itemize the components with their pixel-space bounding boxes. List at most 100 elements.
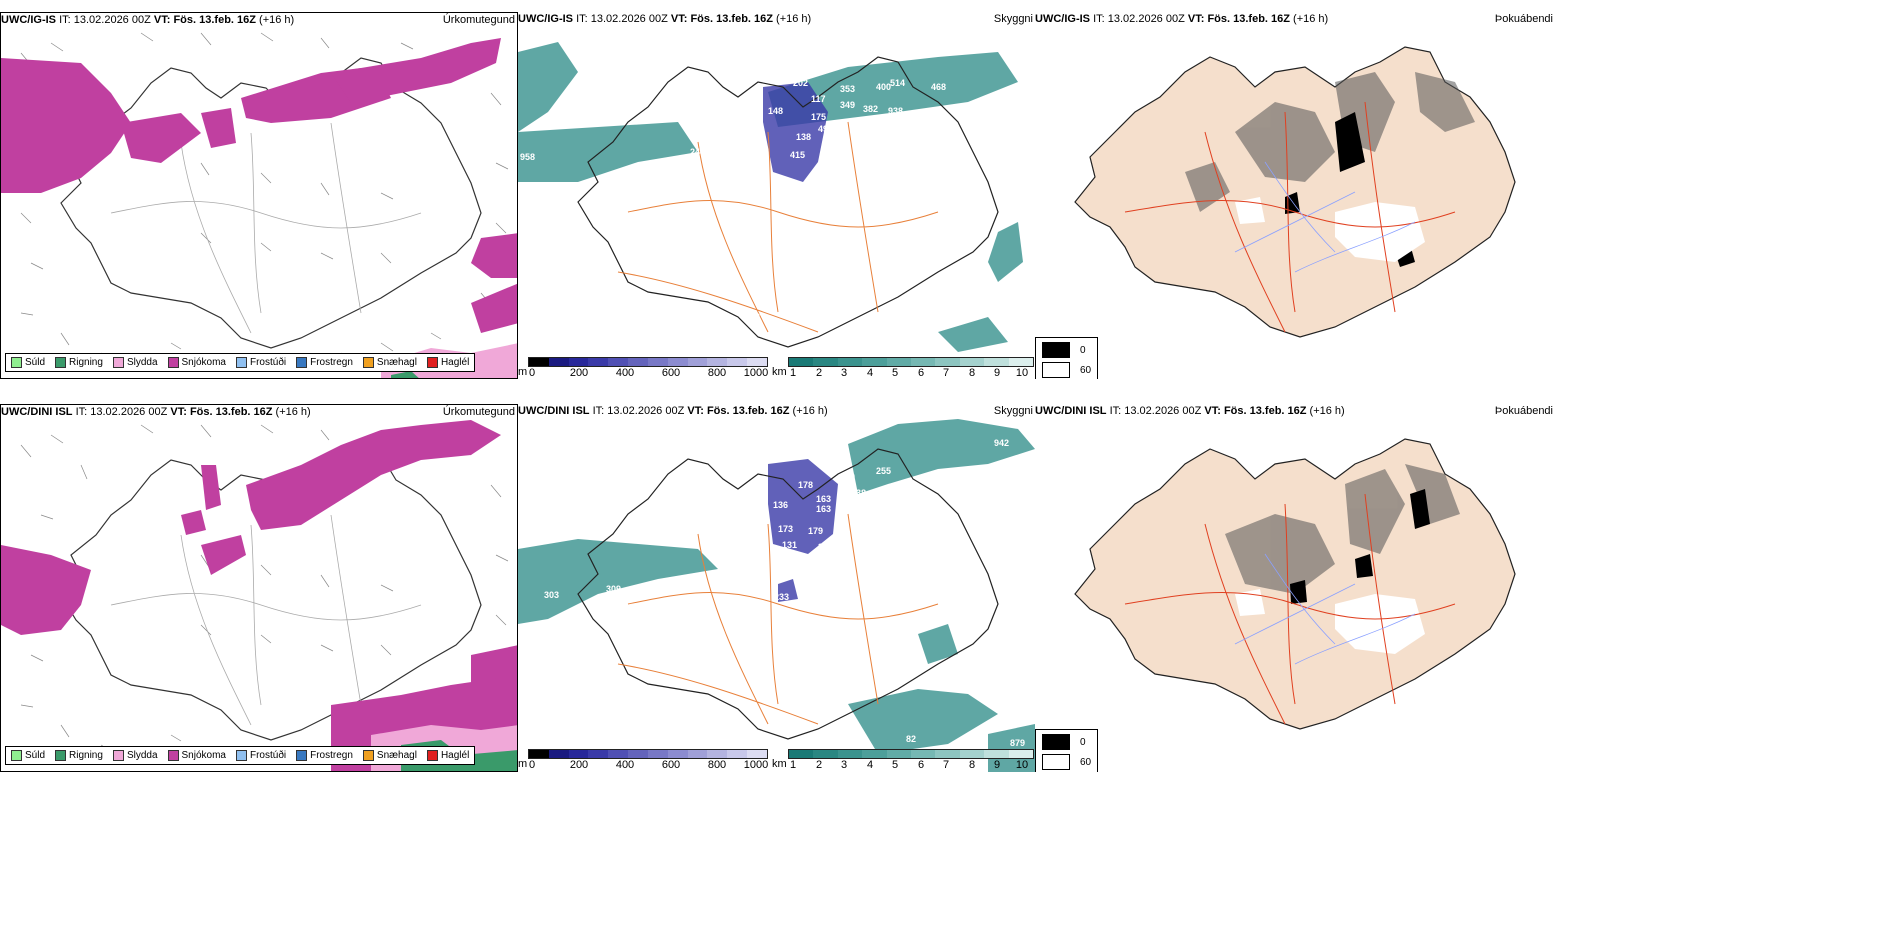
- vis-label: 131: [782, 540, 797, 550]
- legend-item: Súld: [8, 357, 48, 368]
- panel-title: Úrkomutegund: [442, 14, 515, 26]
- fog-index-panel-bottom: UWC/DINI ISL IT: 13.02.2026 00Z VT: Fös.…: [1035, 404, 1555, 772]
- vis-label: 163: [816, 494, 831, 504]
- legend-swatch: [55, 750, 67, 761]
- vis-label: 514: [890, 78, 905, 88]
- visibility-bar: [788, 749, 1034, 759]
- roads-orange: [617, 121, 939, 333]
- vis-label: 259: [840, 472, 855, 482]
- height-colorbar: m 0 200 400 600 800 1000: [518, 749, 768, 771]
- fog-index-panel-top: UWC/IG-IS IT: 13.02.2026 00Z VT: Fös. 13…: [1035, 12, 1555, 379]
- vis-label: 53: [750, 312, 760, 322]
- legend-item: Frostregn: [293, 750, 356, 761]
- visibility-panel-bottom: 178 259 255 136 163 257 138 163 269 173 …: [518, 404, 1035, 772]
- panel-title: Skyggni: [993, 13, 1033, 25]
- precip-type-panel-top: UWC/IG-IS IT: 13.02.2026 00Z VT: Fös. 13…: [0, 12, 518, 379]
- legend-item: Haglél: [424, 750, 472, 761]
- vis-label: 148: [768, 106, 783, 116]
- legend-swatch: [235, 357, 247, 368]
- panel-header: UWC/IG-IS IT: 13.02.2026 00Z VT: Fös. 13…: [1, 14, 515, 26]
- visibility-panel-top: 202 353 400 514 468 148 117 349 382 938 …: [518, 12, 1035, 379]
- legend-item: Slydda: [110, 357, 161, 368]
- panel-header: UWC/DINI ISL IT: 13.02.2026 00Z VT: Fös.…: [518, 405, 1033, 417]
- vis-label: 138: [851, 488, 866, 498]
- vis-label: 76: [598, 188, 608, 198]
- legend-item: Frostúði: [233, 750, 289, 761]
- visibility-map-bottom: 178 259 255 136 163 257 138 163 269 173 …: [518, 419, 1035, 772]
- legend-swatch: [362, 750, 374, 761]
- roads-gray: [110, 122, 422, 334]
- legend-swatch: [426, 750, 438, 761]
- glaciers: [1235, 197, 1425, 262]
- vis-label: 82: [906, 734, 916, 744]
- fog-legend-item: 0: [1042, 734, 1091, 750]
- legend-item: Haglél: [424, 357, 472, 368]
- legend-swatch: [362, 357, 374, 368]
- precip-legend: Súld Rigning Slydda Snjókoma Frostúði Fr…: [5, 746, 476, 765]
- vis-label: 349: [840, 100, 855, 110]
- fog-legend-item: 60: [1042, 754, 1091, 770]
- legend-swatch: [112, 750, 124, 761]
- panel-title: Úrkomutegund: [442, 406, 515, 418]
- legend-item: Rigning: [52, 357, 106, 368]
- panel-header: UWC/IG-IS IT: 13.02.2026 00Z VT: Fös. 13…: [518, 13, 1033, 25]
- fog-map-bottom: [1074, 438, 1516, 730]
- fog-swatch: [1042, 754, 1070, 770]
- glaciers: [1235, 589, 1425, 654]
- legend-swatch: [296, 750, 308, 761]
- vis-label: 387: [814, 596, 829, 606]
- precip-type-panel-bottom: UWC/DINI ISL IT: 13.02.2026 00Z VT: Fös.…: [0, 404, 518, 772]
- fog-legend-item: 60: [1042, 362, 1091, 378]
- panel-title: Þokuábendi: [1494, 13, 1553, 25]
- vis-label: 938: [888, 106, 903, 116]
- vis-label: 400: [876, 82, 891, 92]
- fog-map-top: [1074, 46, 1516, 338]
- vis-label: 136: [773, 500, 788, 510]
- visibility-map-top: 202 353 400 514 468 148 117 349 382 938 …: [518, 42, 1023, 352]
- low-visibility-areas: [518, 42, 1023, 352]
- vis-label: 117: [811, 94, 826, 104]
- vis-label: 175: [811, 112, 826, 122]
- high-terrain-blue: [763, 82, 828, 182]
- legend-swatch: [11, 357, 22, 368]
- vis-label: 415: [790, 150, 805, 160]
- legend-item: Snjókoma: [165, 750, 229, 761]
- legend-swatch: [11, 750, 22, 761]
- vis-label: 255: [876, 466, 891, 476]
- legend-swatch: [167, 357, 179, 368]
- vis-label: 233: [774, 592, 789, 602]
- legend-swatch: [55, 357, 67, 368]
- legend-swatch: [167, 750, 179, 761]
- vis-label: 269: [853, 500, 868, 510]
- vis-label: 202: [793, 78, 808, 88]
- visibility-colorbar: km 1 2 3 4 5 6 7 8 9 10: [772, 749, 1034, 771]
- precip-map-top: [1, 32, 517, 378]
- precip-map-bottom: [1, 420, 517, 771]
- legend-item: Rigning: [52, 750, 106, 761]
- visibility-labels: 202 353 400 514 468 148 117 349 382 938 …: [520, 78, 946, 322]
- panel-header: UWC/DINI ISL IT: 13.02.2026 00Z VT: Fös.…: [1035, 405, 1553, 417]
- visibility-colorbar: km 1 2 3 4 5 6 7 8 9 10: [772, 357, 1034, 379]
- vis-label: 961: [960, 654, 975, 664]
- legend-item: Snjókoma: [165, 357, 229, 368]
- vis-label: 353: [840, 84, 855, 94]
- roads-red: [1124, 101, 1456, 333]
- vis-label: 257: [838, 492, 853, 502]
- height-colorbar: m 0 200 400 600 800 1000: [518, 357, 768, 379]
- vis-label: 309: [606, 584, 621, 594]
- snow-areas: [1, 38, 517, 333]
- panel-title: Þokuábendi: [1494, 405, 1553, 417]
- panel-header: UWC/IG-IS IT: 13.02.2026 00Z VT: Fös. 13…: [1035, 13, 1553, 25]
- roads-gray: [110, 514, 422, 726]
- height-bar: [528, 357, 768, 367]
- fog-swatch: [1042, 734, 1070, 750]
- visibility-labels: 178 259 255 136 163 257 138 163 269 173 …: [544, 438, 1025, 748]
- fog-swatch: [1042, 342, 1070, 358]
- visibility-bar: [788, 357, 1034, 367]
- vis-label: 303: [544, 590, 559, 600]
- legend-swatch: [426, 357, 438, 368]
- vis-label: 178: [798, 480, 813, 490]
- vis-label: 879: [1010, 738, 1025, 748]
- rivers: [1234, 161, 1416, 273]
- roads-red: [1124, 493, 1456, 725]
